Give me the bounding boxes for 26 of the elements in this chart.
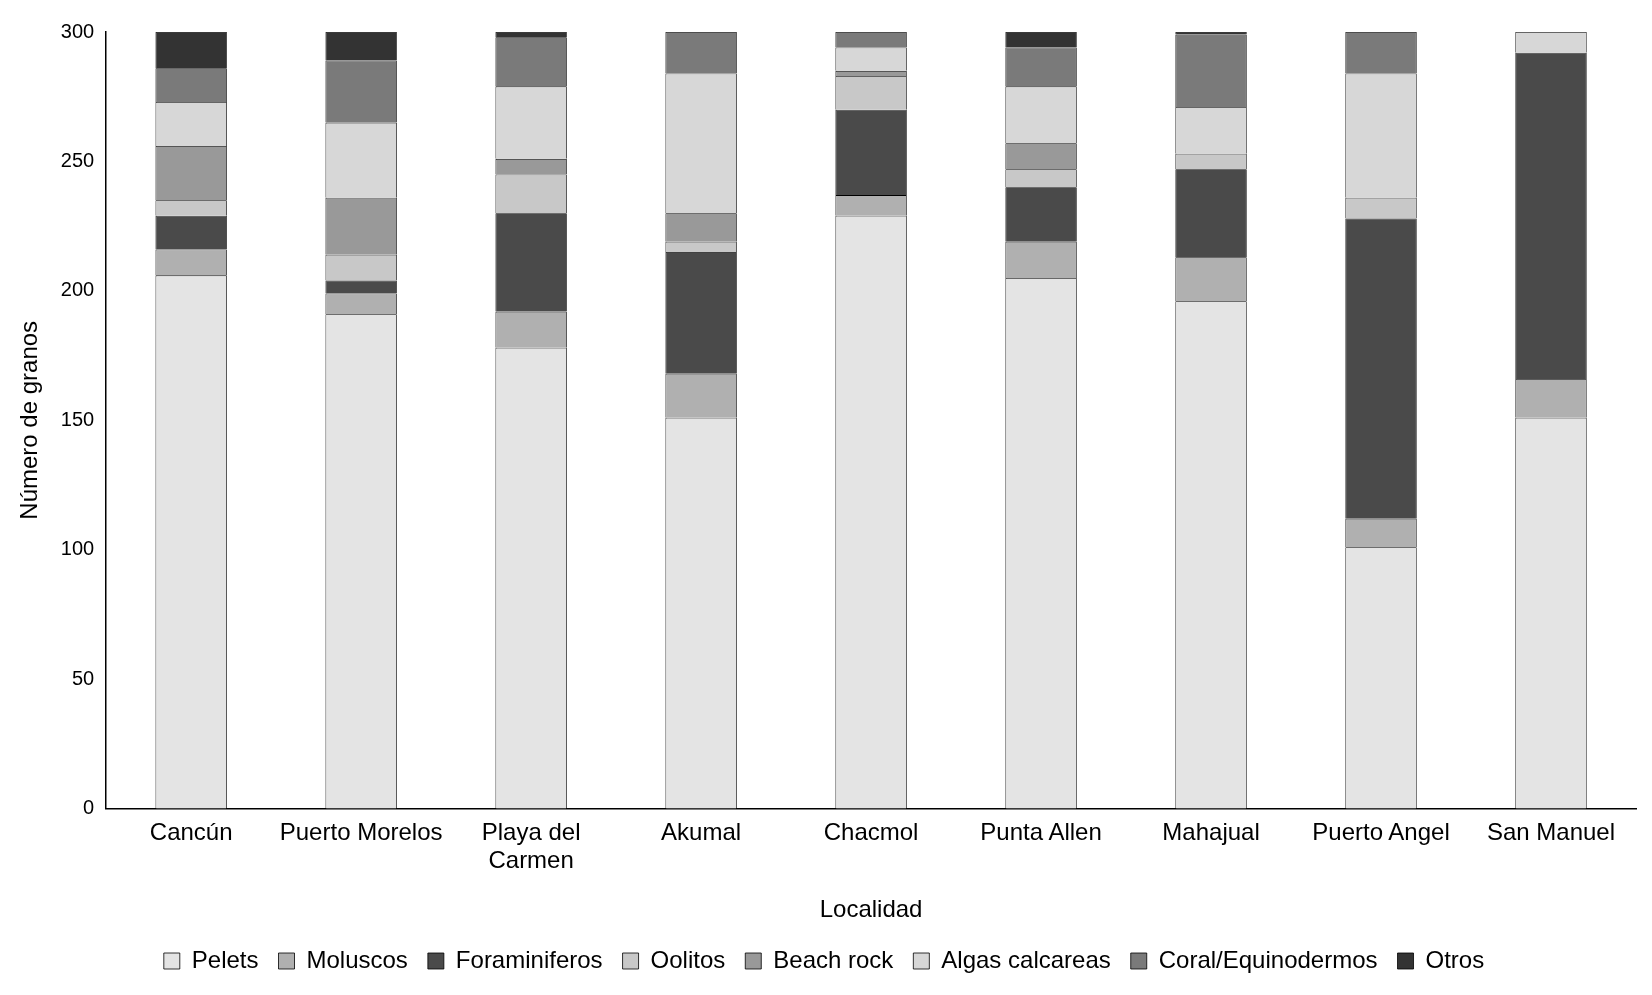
y-tick-label: 200: [60, 278, 95, 301]
y-tick-label: 300: [60, 19, 95, 42]
legend-label: Pelets: [191, 945, 259, 973]
y-tick-label: 0: [83, 796, 95, 819]
legend-label: Coral/Equinodermos: [1158, 945, 1378, 973]
y-tick-label: 100: [60, 537, 95, 560]
y-tick-label: 250: [60, 148, 95, 171]
x-tick-label: Playa del Carmen: [481, 817, 581, 874]
x-tick-label: San Manuel: [1486, 817, 1616, 845]
legend-label: Foraminiferos: [455, 945, 603, 973]
x-axis-title: Localidad: [819, 895, 923, 923]
x-tick-label: Akumal: [661, 817, 742, 845]
legend-label: Moluscos: [306, 945, 408, 973]
y-axis-title: Número de granos: [15, 320, 43, 520]
y-tick-label: 50: [71, 666, 95, 689]
x-tick-label: Puerto Morelos: [279, 817, 443, 845]
legend-label: Algas calcareas: [941, 945, 1111, 973]
x-tick-label: Cancún: [149, 817, 233, 845]
legend-label: Otros: [1425, 945, 1485, 973]
x-tick-label: Puerto Angel: [1312, 817, 1450, 845]
x-tick-label: Punta Allen: [980, 817, 1102, 845]
x-tick-label: Mahajual: [1162, 817, 1260, 845]
y-tick-label: 150: [60, 407, 95, 430]
x-tick-label: Chacmol: [823, 817, 919, 845]
legend-label: Beach rock: [773, 945, 895, 973]
legend-label: Oolitos: [650, 945, 726, 973]
